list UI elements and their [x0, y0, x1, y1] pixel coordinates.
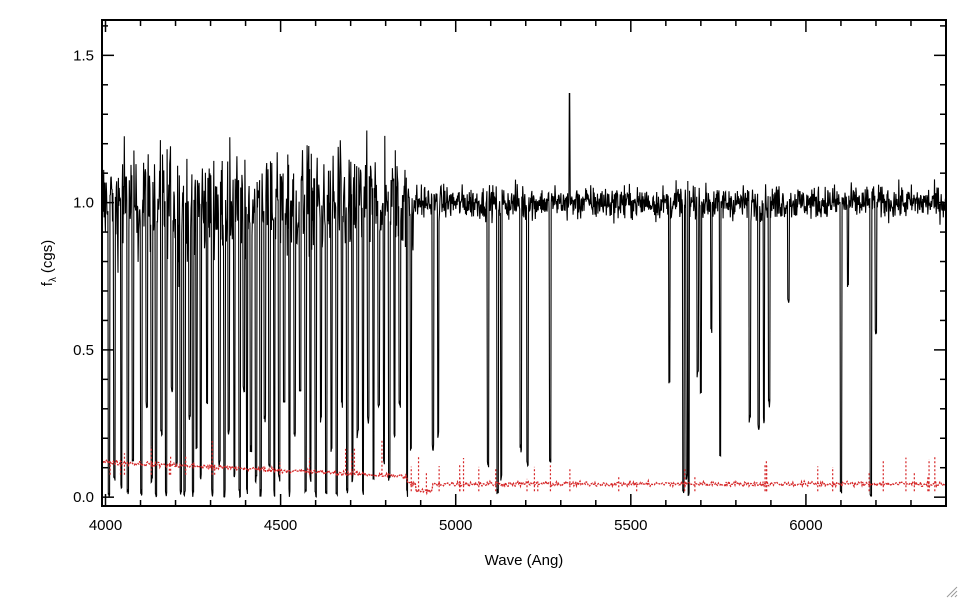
y-axis-label: fλ (cgs): [39, 240, 59, 287]
x-tick-label: 5000: [439, 517, 472, 534]
y-axis-label-subscript: λ: [48, 277, 59, 282]
y-tick-label: 0.0: [73, 489, 94, 506]
series-layer: [102, 93, 946, 499]
x-axis-label: Wave (Ang): [485, 552, 564, 569]
flux-series: [102, 93, 946, 499]
y-tick-label: 1.5: [73, 47, 94, 64]
tick-labels-layer: 4000 4500 5000 5500 6000 0.0 0.5 1.0 1.5: [73, 47, 822, 534]
x-tick-label: 4500: [264, 517, 297, 534]
x-tick-label: 6000: [789, 517, 822, 534]
error-series: [102, 458, 946, 496]
axes-frame: [101, 19, 947, 507]
plot-frame: [101, 19, 947, 507]
ticks-layer: [102, 20, 947, 506]
resize-grip-icon[interactable]: [946, 586, 958, 598]
y-axis-label-unit: (cgs): [39, 240, 56, 273]
x-tick-label: 4000: [89, 517, 122, 534]
y-tick-label: 1.0: [73, 195, 94, 212]
x-tick-label: 5500: [614, 517, 647, 534]
y-axis-label-main: f: [39, 281, 56, 286]
y-tick-label: 0.5: [73, 342, 94, 359]
